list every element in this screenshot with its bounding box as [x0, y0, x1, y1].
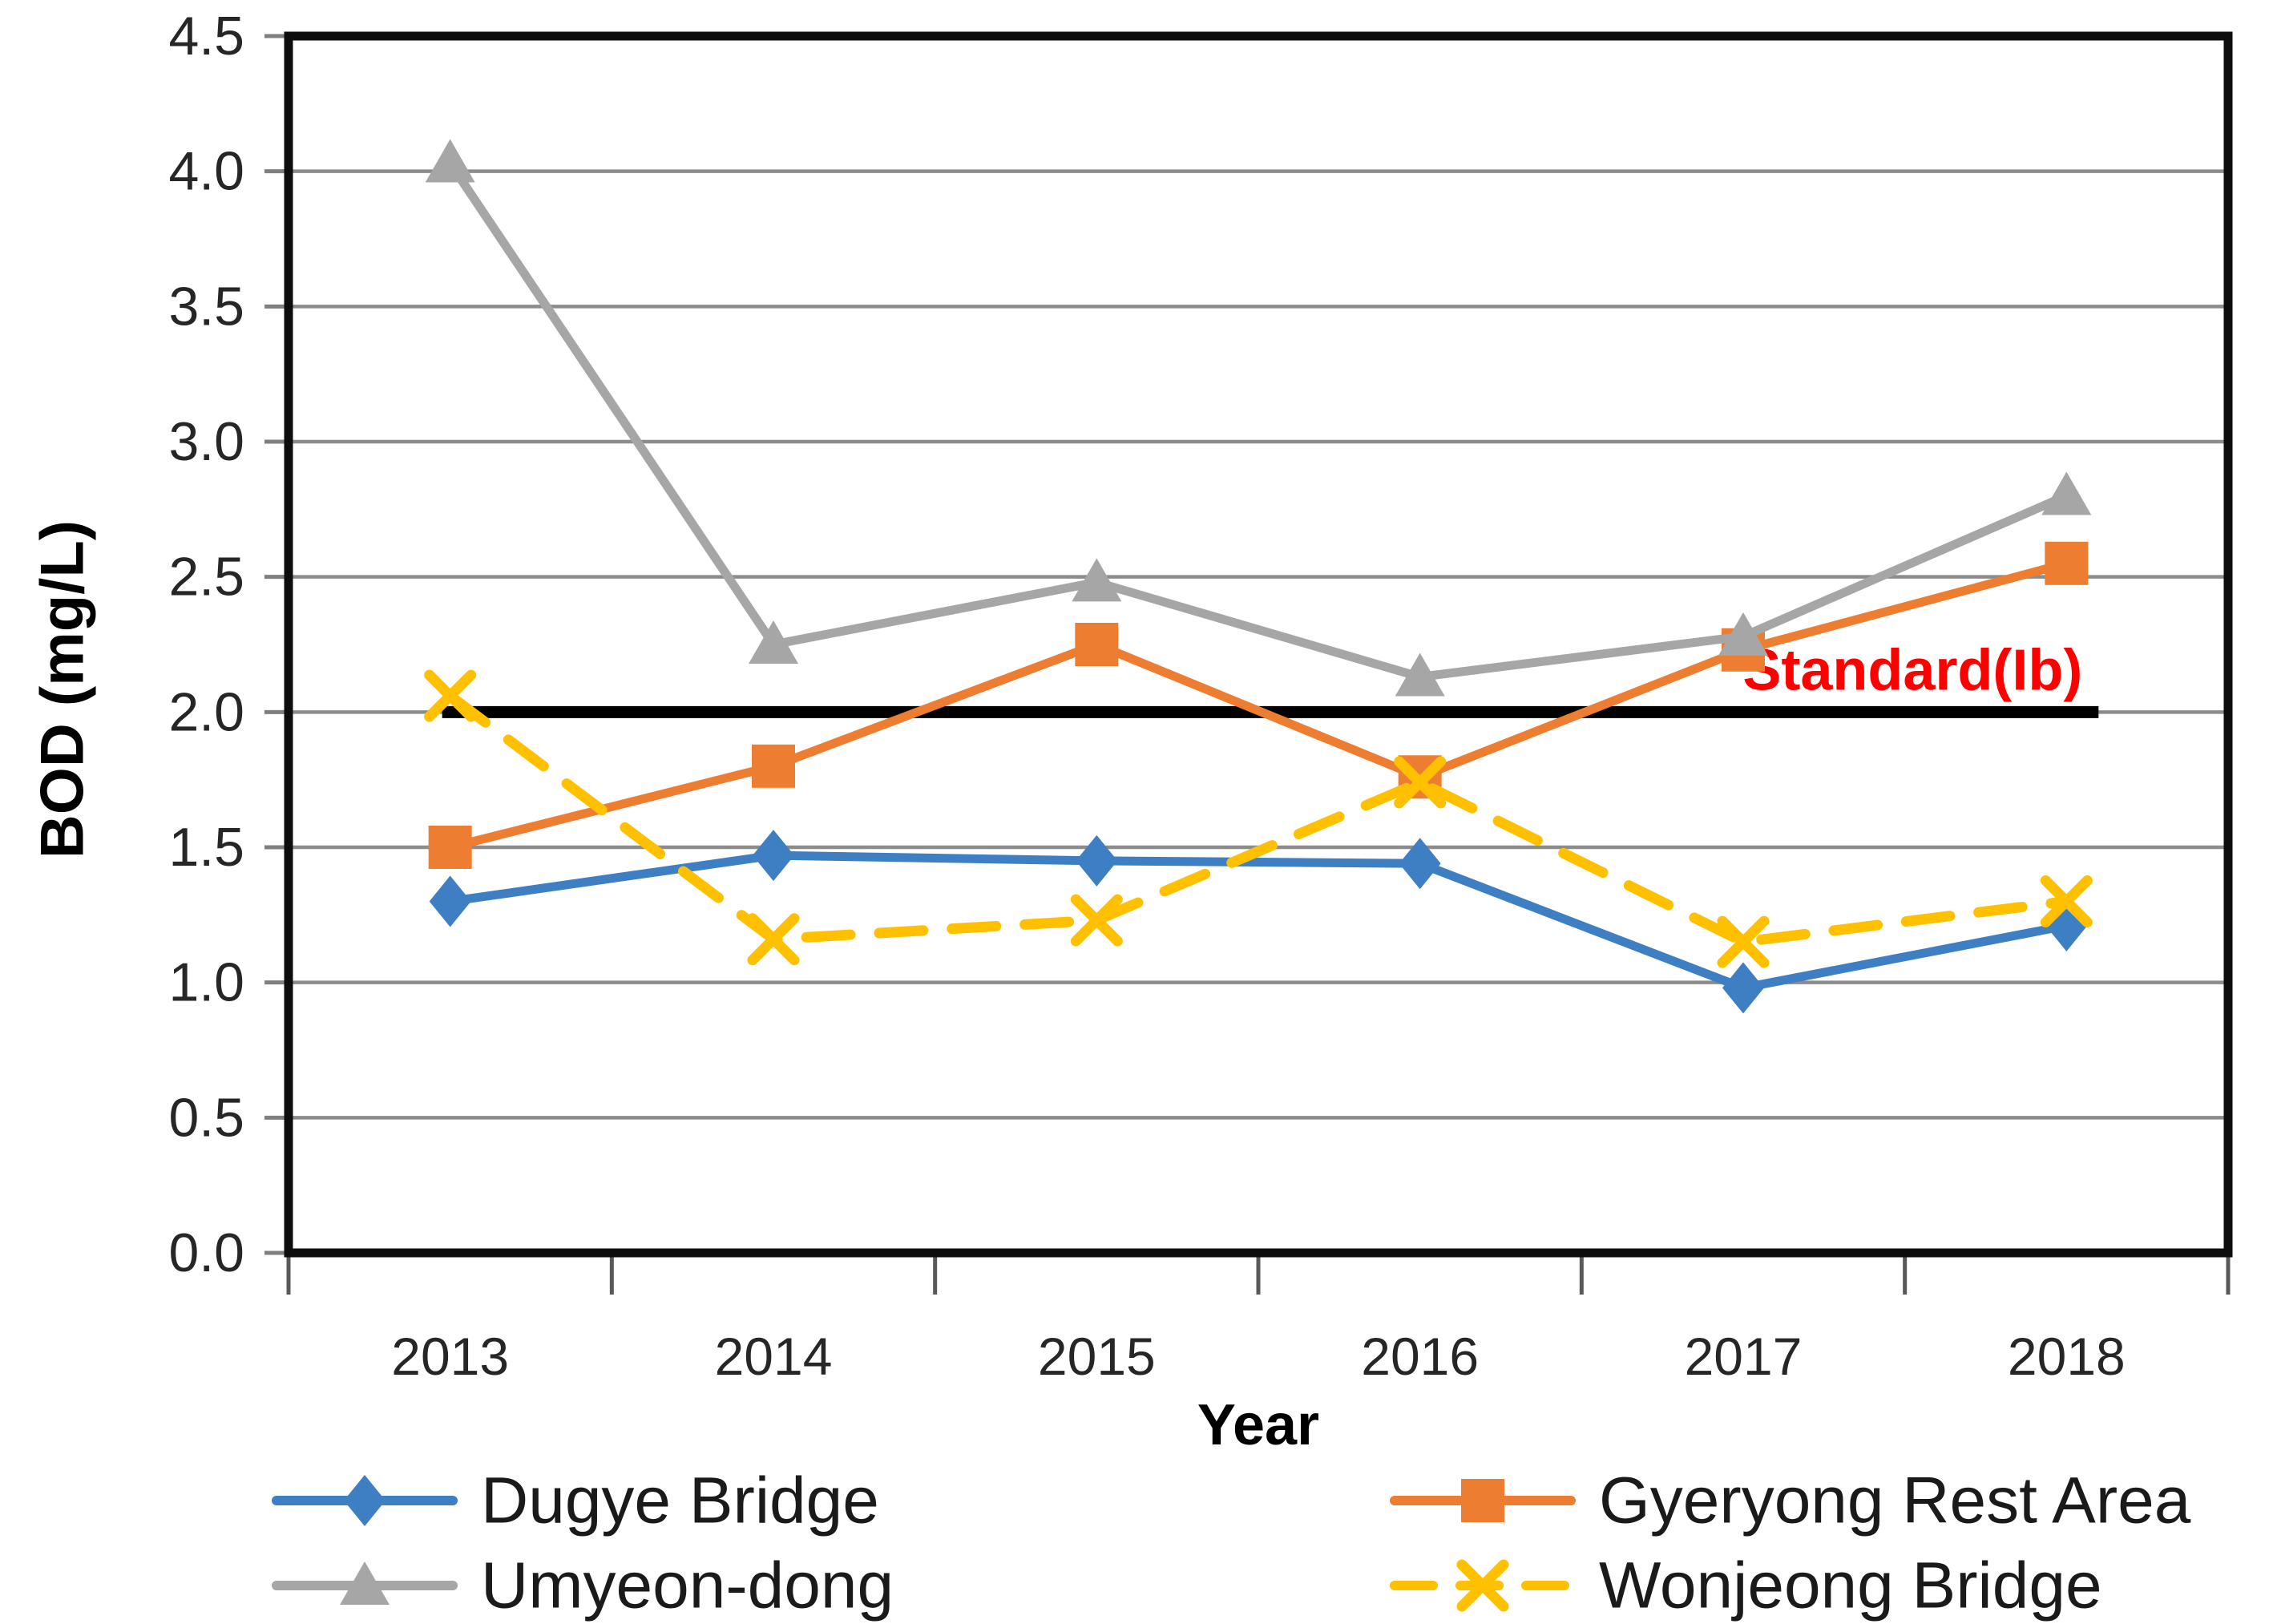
marker-triangle-umyeon-dong-2018 [2041, 471, 2092, 515]
y-tick-label: 2.0 [168, 681, 244, 742]
y-tick-label: 4.0 [168, 141, 244, 202]
marker-x-wonjeong-bridge-2017 [1717, 915, 1770, 968]
legend-label-wonjeong-bridge: Wonjeong Bridge [1599, 1549, 2102, 1622]
legend-label-umyeon-dong: Umyeon-dong [481, 1549, 894, 1622]
marker-x-legend-wonjeong-bridge [1456, 1559, 1509, 1612]
marker-square-gyeryong-rest-area-2014 [752, 744, 795, 788]
y-tick-label: 0.0 [168, 1222, 244, 1283]
marker-triangle-umyeon-dong-2014 [749, 620, 798, 664]
marker-x-wonjeong-bridge-2018 [2040, 875, 2093, 927]
plot-frame [284, 31, 2233, 1258]
marker-triangle-umyeon-dong-2016 [1395, 652, 1445, 697]
series-line-gyeryong-rest-area [446, 559, 2071, 852]
y-axis-title: BOD (mg/L) [29, 520, 97, 858]
x-tick-label: 2016 [1361, 1327, 1479, 1386]
marker-square-gyeryong-rest-area-2013 [428, 826, 472, 869]
marker-diamond-dugye-bridge-2015 [1076, 834, 1118, 887]
marker-triangle-legend-umyeon-dong [340, 1561, 390, 1605]
marker-triangle-umyeon-dong-2013 [425, 139, 475, 183]
marker-square-gyeryong-rest-area-2015 [1075, 623, 1119, 666]
marker-diamond-legend-dugye-bridge [344, 1475, 386, 1526]
marker-triangle-umyeon-dong-2015 [1072, 558, 1122, 602]
y-tick-label: 1.5 [168, 817, 244, 878]
marker-diamond-dugye-bridge-2013 [429, 875, 471, 927]
y-tick-label: 3.5 [168, 276, 244, 337]
marker-x-wonjeong-bridge-2013 [424, 669, 477, 722]
x-tick-label: 2014 [715, 1327, 833, 1386]
marker-x-wonjeong-bridge-2015 [1070, 894, 1123, 947]
marker-x-wonjeong-bridge-2014 [747, 913, 800, 966]
y-tick-label: 1.0 [168, 952, 244, 1013]
marker-square-legend-gyeryong-rest-area [1461, 1479, 1504, 1522]
y-tick-label: 4.5 [168, 6, 244, 67]
x-tick-label: 2015 [1038, 1327, 1156, 1386]
marker-diamond-dugye-bridge-2014 [753, 830, 794, 882]
x-tick-label: 2018 [2008, 1327, 2126, 1386]
series-line-wonjeong-bridge [445, 690, 2072, 947]
marker-diamond-dugye-bridge-2017 [1722, 962, 1764, 1014]
series-line-dugye-bridge [446, 850, 2071, 992]
marker-square-gyeryong-rest-area-2018 [2045, 541, 2089, 585]
marker-x-wonjeong-bridge-2016 [1394, 756, 1447, 809]
standard-reference-label: Standard(Ib) [1742, 638, 2082, 702]
legend-label-gyeryong-rest-area: Gyeryong Rest Area [1599, 1464, 2191, 1537]
y-tick-label: 2.5 [168, 547, 244, 608]
x-tick-label: 2017 [1685, 1327, 1803, 1386]
marker-triangle-umyeon-dong-2017 [1718, 612, 1768, 656]
y-tick-label: 0.5 [168, 1087, 244, 1148]
x-tick-label: 2013 [391, 1327, 509, 1386]
marker-diamond-dugye-bridge-2016 [1399, 838, 1441, 890]
series-line-umyeon-dong [446, 159, 2071, 681]
legend-label-dugye-bridge: Dugye Bridge [481, 1464, 879, 1537]
y-tick-label: 3.0 [168, 411, 244, 472]
x-axis-title: Year [1197, 1393, 1319, 1457]
